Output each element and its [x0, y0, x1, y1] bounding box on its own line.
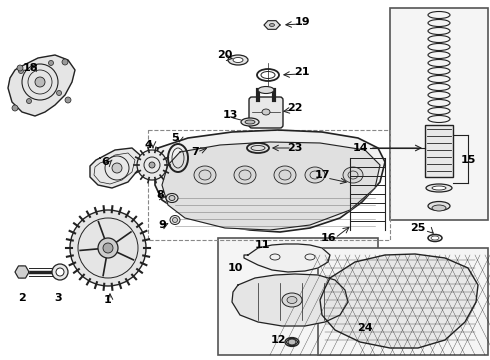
Text: 7: 7: [191, 147, 199, 157]
Polygon shape: [155, 130, 385, 232]
Ellipse shape: [245, 120, 255, 124]
Ellipse shape: [305, 167, 325, 183]
Circle shape: [35, 77, 45, 87]
Text: 19: 19: [294, 17, 310, 27]
Ellipse shape: [228, 55, 248, 65]
Text: 21: 21: [294, 67, 310, 77]
Ellipse shape: [428, 202, 450, 211]
Ellipse shape: [432, 186, 446, 190]
Polygon shape: [320, 254, 478, 348]
Ellipse shape: [432, 205, 446, 211]
Ellipse shape: [288, 339, 296, 345]
Text: 24: 24: [357, 323, 373, 333]
Circle shape: [65, 97, 71, 103]
Text: 25: 25: [410, 223, 426, 233]
Polygon shape: [264, 21, 280, 29]
Text: 4: 4: [144, 140, 152, 150]
Ellipse shape: [270, 23, 274, 27]
Text: 16: 16: [320, 233, 336, 243]
Circle shape: [137, 150, 167, 180]
FancyBboxPatch shape: [249, 97, 283, 128]
Ellipse shape: [169, 195, 175, 201]
Text: 8: 8: [156, 190, 164, 200]
Circle shape: [19, 68, 24, 73]
Circle shape: [17, 65, 23, 71]
Text: 3: 3: [54, 293, 62, 303]
Circle shape: [103, 243, 113, 253]
Ellipse shape: [285, 338, 299, 346]
Text: 14: 14: [352, 143, 368, 153]
Circle shape: [56, 90, 62, 95]
Text: 9: 9: [158, 220, 166, 230]
Circle shape: [49, 60, 53, 66]
Text: 5: 5: [171, 133, 179, 143]
Polygon shape: [15, 266, 29, 278]
Circle shape: [26, 99, 31, 104]
Polygon shape: [8, 55, 75, 116]
Ellipse shape: [241, 118, 259, 126]
Bar: [390, 8, 488, 220]
Polygon shape: [162, 142, 380, 230]
Ellipse shape: [166, 194, 178, 202]
Text: 6: 6: [101, 157, 109, 167]
Text: 2: 2: [18, 293, 26, 303]
Text: 15: 15: [460, 155, 476, 165]
Text: 20: 20: [217, 50, 233, 60]
Ellipse shape: [234, 166, 256, 184]
Bar: [425, 125, 453, 177]
Ellipse shape: [274, 166, 296, 184]
Ellipse shape: [262, 109, 270, 115]
Ellipse shape: [52, 264, 68, 280]
Ellipse shape: [282, 293, 302, 307]
Polygon shape: [232, 274, 348, 326]
Circle shape: [70, 210, 146, 286]
Text: 10: 10: [227, 263, 243, 273]
Text: 13: 13: [222, 110, 238, 120]
Bar: [218, 238, 378, 355]
Text: 23: 23: [287, 143, 303, 153]
Ellipse shape: [16, 266, 28, 278]
Ellipse shape: [287, 297, 297, 303]
Bar: [318, 248, 488, 355]
Circle shape: [149, 162, 155, 168]
Polygon shape: [244, 244, 330, 272]
Circle shape: [12, 105, 18, 111]
Circle shape: [98, 238, 118, 258]
Text: 17: 17: [314, 170, 330, 180]
Text: 1: 1: [104, 295, 112, 305]
Text: 12: 12: [270, 335, 286, 345]
Text: 11: 11: [254, 240, 270, 250]
Text: 22: 22: [287, 103, 303, 113]
Ellipse shape: [56, 268, 64, 276]
Ellipse shape: [194, 166, 216, 184]
Ellipse shape: [258, 86, 274, 94]
Ellipse shape: [426, 184, 452, 192]
Circle shape: [62, 59, 68, 65]
Polygon shape: [90, 148, 140, 188]
Circle shape: [112, 163, 122, 173]
Ellipse shape: [170, 216, 180, 225]
Ellipse shape: [343, 167, 363, 183]
Text: 18: 18: [22, 63, 38, 73]
Ellipse shape: [172, 217, 177, 222]
Ellipse shape: [233, 58, 243, 63]
